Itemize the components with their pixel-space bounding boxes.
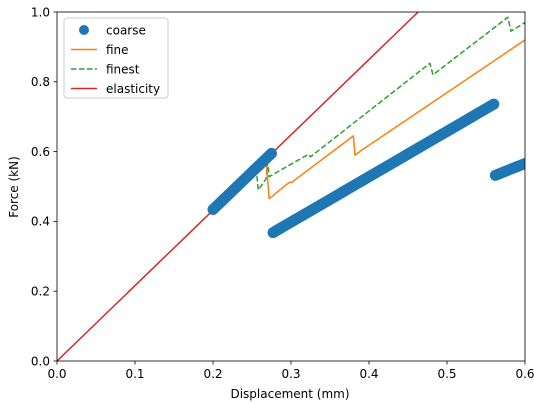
x-tick-label: 0.6 xyxy=(515,367,534,381)
x-axis-label: Displacement (mm) xyxy=(230,387,349,401)
x-tick-label: 0.0 xyxy=(47,367,66,381)
axes: 0.0 0.1 0.2 0.3 0.4 0.5 0.6 0.0 0.2 0.4 0.6 0.8 1.0 xyxy=(31,5,534,381)
x-tick-label: 0.1 xyxy=(125,367,144,381)
series-fine-line xyxy=(212,39,525,211)
y-tick-label: 0.8 xyxy=(31,75,50,89)
y-tick-label: 0.0 xyxy=(31,354,50,368)
x-tick-label: 0.4 xyxy=(359,367,378,381)
x-tick-label: 0.5 xyxy=(437,367,456,381)
legend: coarse fine finest elasticity xyxy=(63,17,169,99)
y-axis-label: Force (kN) xyxy=(7,156,21,218)
series-coarse-marker xyxy=(519,157,525,169)
legend-label-finest: finest xyxy=(106,62,140,76)
y-tick-label: 0.2 xyxy=(31,285,50,299)
y-tick-label: 0.6 xyxy=(31,145,50,159)
y-tick-label: 0.4 xyxy=(31,215,50,229)
series-finest-line xyxy=(212,16,525,211)
legend-label-coarse: coarse xyxy=(106,23,146,37)
legend-label-fine: fine xyxy=(106,43,129,57)
series-coarse-marker xyxy=(488,98,500,110)
x-tick-label: 0.3 xyxy=(281,367,300,381)
y-tick-label: 1.0 xyxy=(31,5,50,19)
legend-marker-coarse xyxy=(79,25,89,35)
legend-box xyxy=(63,17,169,99)
series-coarse-marker xyxy=(266,147,277,159)
plot-area xyxy=(57,12,525,361)
data-layer xyxy=(57,12,525,361)
x-tick-label: 0.2 xyxy=(203,367,222,381)
legend-label-elasticity: elasticity xyxy=(106,82,160,96)
